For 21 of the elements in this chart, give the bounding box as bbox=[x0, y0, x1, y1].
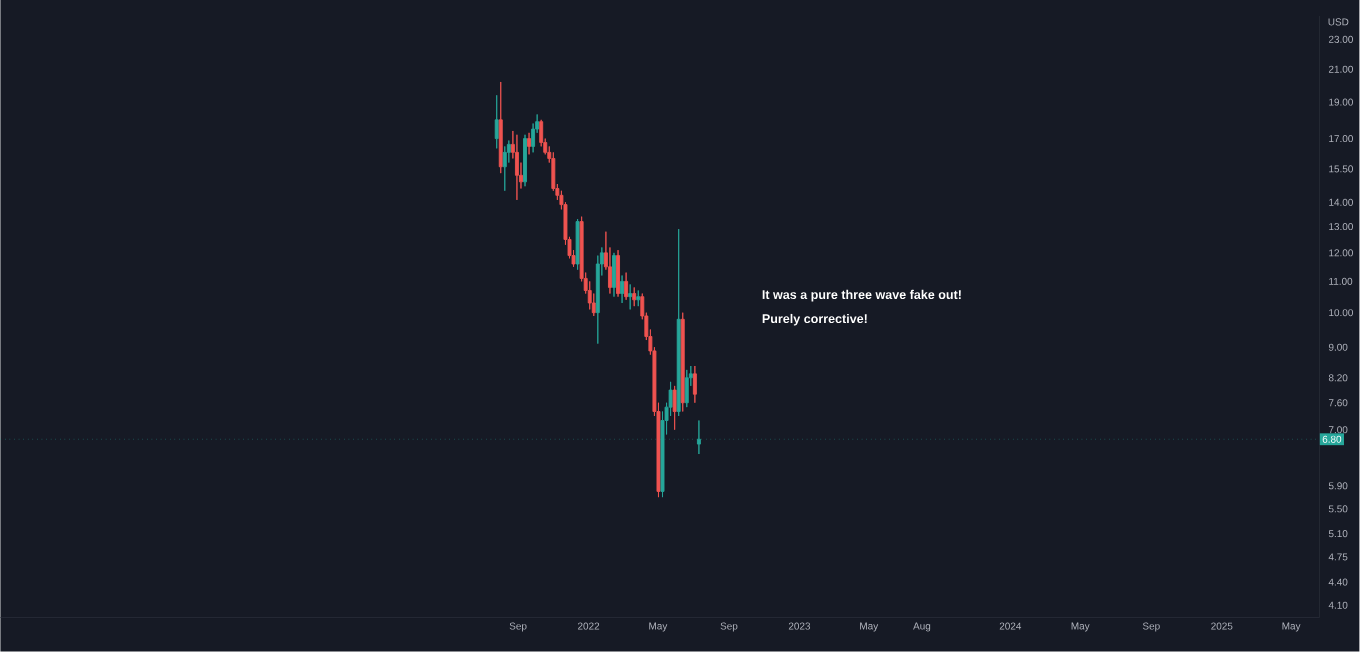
candlestick bbox=[612, 252, 616, 298]
candlestick bbox=[494, 95, 499, 150]
candlestick bbox=[632, 287, 637, 307]
candlestick bbox=[692, 365, 697, 404]
candlestick bbox=[502, 146, 507, 192]
candlestick bbox=[676, 228, 681, 417]
candlestick bbox=[527, 132, 532, 156]
candlestick bbox=[624, 272, 629, 301]
candlestick bbox=[498, 81, 503, 174]
candlestick bbox=[523, 134, 527, 187]
candlestick bbox=[684, 369, 689, 408]
candlestick bbox=[616, 249, 620, 298]
candlestick bbox=[539, 119, 544, 148]
candlestick bbox=[620, 275, 625, 304]
candlestick bbox=[595, 255, 600, 345]
candlestick bbox=[628, 284, 633, 311]
candlestick bbox=[575, 218, 580, 271]
candlestick bbox=[636, 290, 641, 307]
candlestick bbox=[672, 385, 677, 431]
candlestick bbox=[514, 134, 519, 201]
candlestick bbox=[680, 312, 685, 413]
